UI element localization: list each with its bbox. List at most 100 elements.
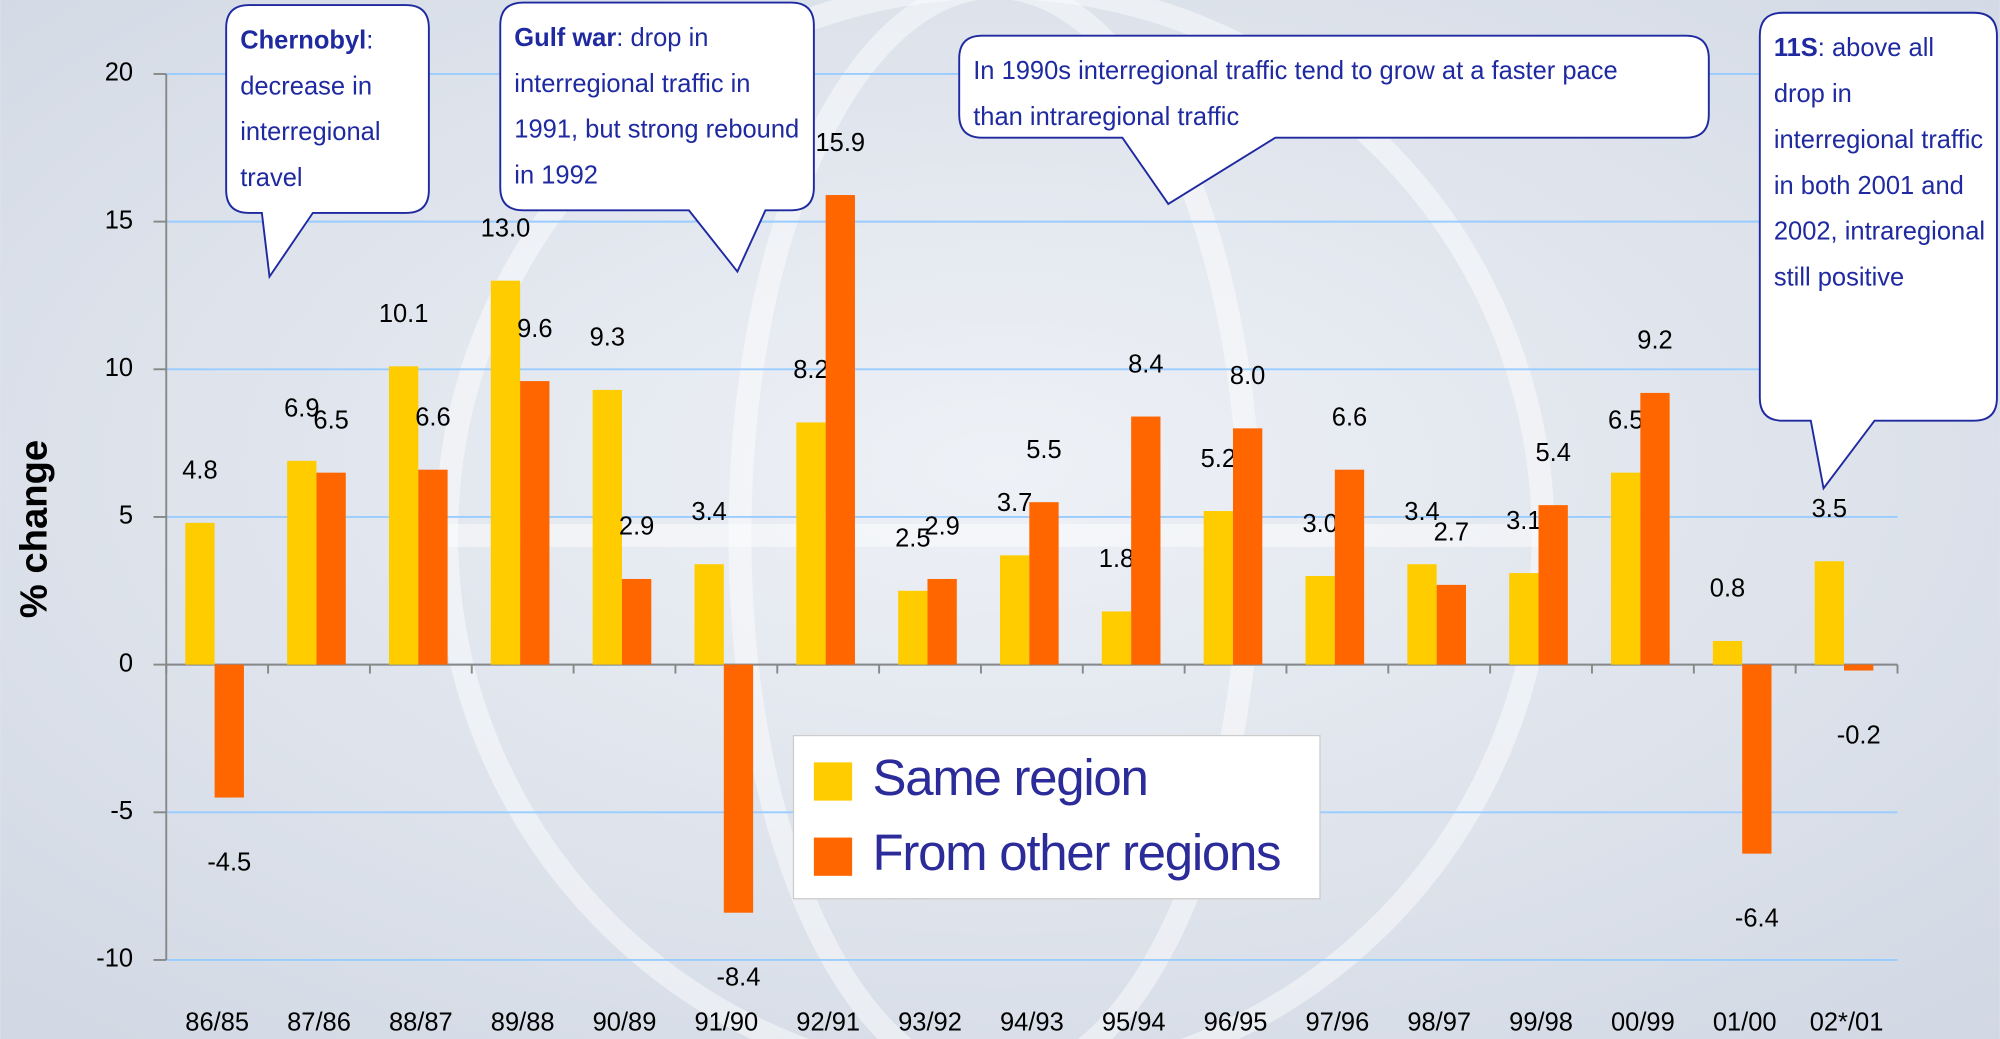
x-tick-label: 90/89 [593,1008,657,1036]
y-axis-title: % change [12,440,55,618]
x-tick-label: 97/96 [1305,1008,1369,1036]
bar [1640,392,1670,665]
y-tick-label: -5 [110,797,133,825]
bar [1101,611,1132,665]
bar [723,664,754,913]
value-label: -6.4 [1735,905,1779,933]
bar [214,664,244,798]
bar [1334,469,1365,665]
value-label: 5.5 [1026,436,1061,464]
bar [1131,416,1161,665]
y-tick-label: 10 [105,354,133,382]
legend-label: Same region [873,749,1148,806]
value-label: 3.1 [1506,507,1541,535]
value-label: 10.1 [379,300,429,328]
bar [1844,664,1874,671]
x-tick-label: 02*/01 [1810,1008,1884,1036]
value-label: 2.9 [619,513,654,541]
callout-body: In 1990s interregional traffic tend to g… [973,57,1618,132]
value-label: 9.3 [590,324,625,352]
value-label: 5.2 [1201,445,1236,473]
y-tick-label: 5 [119,502,133,530]
value-label: 6.5 [313,406,348,434]
bar [898,590,928,665]
bar [490,280,521,665]
value-label: 8.4 [1128,350,1163,378]
bar [1029,502,1059,665]
x-tick-label: 87/86 [287,1008,351,1036]
value-label: 4.8 [182,457,217,485]
value-label: 6.6 [1332,403,1367,431]
x-tick-label: 00/99 [1611,1008,1675,1036]
value-label: 6.9 [284,395,319,423]
value-label: 0.8 [1710,575,1745,603]
x-tick-label: 92/91 [796,1008,860,1036]
callout-bold: Chernobyl [240,26,367,55]
bar [1000,555,1030,665]
callout-bubble [499,1,815,274]
value-label: 8.0 [1230,362,1265,390]
bar [388,366,419,665]
value-label: -8.4 [717,964,761,992]
x-tick-label: 01/00 [1713,1008,1777,1036]
callout-bubble [225,4,430,280]
callout-bold: Gulf war [514,24,617,53]
bar [1436,584,1466,665]
value-label: 5.4 [1535,439,1570,467]
value-label: 3.4 [1404,498,1439,526]
bar [520,381,550,665]
x-tick-label: 88/87 [389,1008,453,1036]
bar [316,472,346,665]
value-label: 2.5 [895,525,930,553]
value-label: 3.0 [1302,510,1337,538]
value-label: 9.6 [517,315,552,343]
bar [1742,664,1772,854]
x-tick-label: 95/94 [1102,1008,1166,1036]
value-label: 3.7 [997,489,1032,517]
bar [1611,472,1641,665]
bar [185,522,215,665]
bar [825,195,855,665]
callout-area: In 1990s interregional traffic tend to g… [973,48,1661,137]
callout-text: In 1990s interregional traffic tend to g… [973,48,1661,137]
x-tick-label: 91/90 [694,1008,758,1036]
x-tick-label: 96/95 [1204,1008,1268,1036]
y-tick-label: 0 [119,649,133,677]
legend-swatch [813,762,853,801]
callout-text: Chernobyl: decrease in interregional tra… [240,18,425,202]
x-tick-label: 89/88 [491,1008,555,1036]
callout-text: 11S: above all drop in interregional tra… [1774,25,1991,300]
callout-bubble [1758,11,1998,491]
x-tick-label: 94/93 [1000,1008,1064,1036]
bar [592,389,622,665]
bar [1407,564,1437,665]
bar [694,564,724,665]
x-tick-label: 86/85 [185,1008,249,1036]
value-label: -4.5 [207,849,251,877]
value-label: 1.8 [1099,545,1134,573]
bar [1712,640,1743,665]
value-label: 2.9 [924,513,959,541]
value-label: 15.9 [816,129,866,157]
callout-text: Gulf war: drop in interregional traffic … [514,15,801,199]
value-label: 2.7 [1434,519,1469,547]
bar [1509,573,1539,665]
callout-body: : decrease in interregional travel [240,26,381,193]
value-label: 6.6 [415,403,450,431]
bar [621,578,652,665]
callout-body: : above all drop in interregional traffi… [1773,34,1986,292]
bar [418,469,448,665]
callout-bold: 11S [1773,34,1818,63]
bar [927,578,957,665]
bar [1538,505,1568,665]
x-tick-label: 99/98 [1509,1008,1573,1036]
callout-body: : drop in interregional traffic in 1991,… [514,24,800,190]
value-label: 9.2 [1637,327,1672,355]
legend-box [792,734,1321,900]
bar [1203,511,1233,665]
y-tick-label: 20 [105,59,133,87]
callout-area: 11S: above all drop in interregional tra… [1774,25,1991,300]
bar [1232,428,1263,665]
